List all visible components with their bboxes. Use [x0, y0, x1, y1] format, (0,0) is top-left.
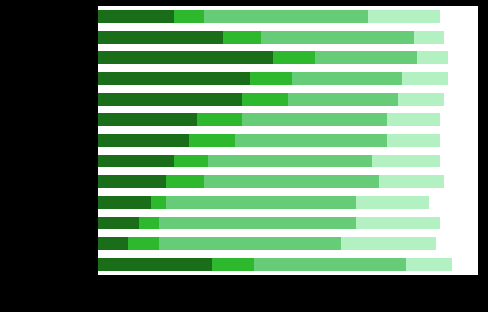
Bar	[372, 155, 440, 168]
Bar	[98, 31, 223, 44]
Bar	[159, 217, 356, 229]
Bar	[98, 113, 197, 126]
Bar	[402, 72, 448, 85]
Bar	[250, 72, 292, 85]
Bar	[288, 93, 398, 105]
Bar	[98, 134, 189, 147]
Bar	[341, 237, 436, 250]
Bar	[208, 155, 372, 168]
Bar	[159, 237, 341, 250]
Bar	[223, 31, 261, 44]
Bar	[174, 10, 204, 23]
Bar	[204, 10, 368, 23]
Bar	[197, 113, 242, 126]
Bar	[98, 51, 273, 64]
Bar	[212, 258, 254, 271]
Bar	[387, 134, 440, 147]
Bar	[128, 237, 159, 250]
Bar	[140, 217, 159, 229]
Bar	[98, 93, 242, 105]
Bar	[98, 10, 174, 23]
Bar	[413, 31, 444, 44]
Bar	[379, 175, 444, 188]
Bar	[242, 113, 387, 126]
Bar	[387, 113, 440, 126]
Bar	[98, 155, 174, 168]
Bar	[261, 31, 413, 44]
Bar	[98, 217, 140, 229]
Bar	[254, 258, 406, 271]
Bar	[98, 72, 250, 85]
Bar	[368, 10, 440, 23]
Bar	[166, 175, 204, 188]
Bar	[174, 155, 208, 168]
Bar	[98, 258, 212, 271]
Bar	[356, 217, 440, 229]
Bar	[315, 51, 417, 64]
Bar	[235, 134, 387, 147]
Bar	[273, 51, 315, 64]
Bar	[151, 196, 166, 209]
Bar	[242, 93, 288, 105]
Bar	[292, 72, 402, 85]
Bar	[204, 175, 379, 188]
Bar	[356, 196, 429, 209]
Bar	[98, 237, 128, 250]
Bar	[98, 196, 151, 209]
Bar	[98, 175, 166, 188]
Bar	[398, 93, 444, 105]
Bar	[406, 258, 451, 271]
Bar	[166, 196, 356, 209]
Bar	[417, 51, 448, 64]
Bar	[189, 134, 235, 147]
